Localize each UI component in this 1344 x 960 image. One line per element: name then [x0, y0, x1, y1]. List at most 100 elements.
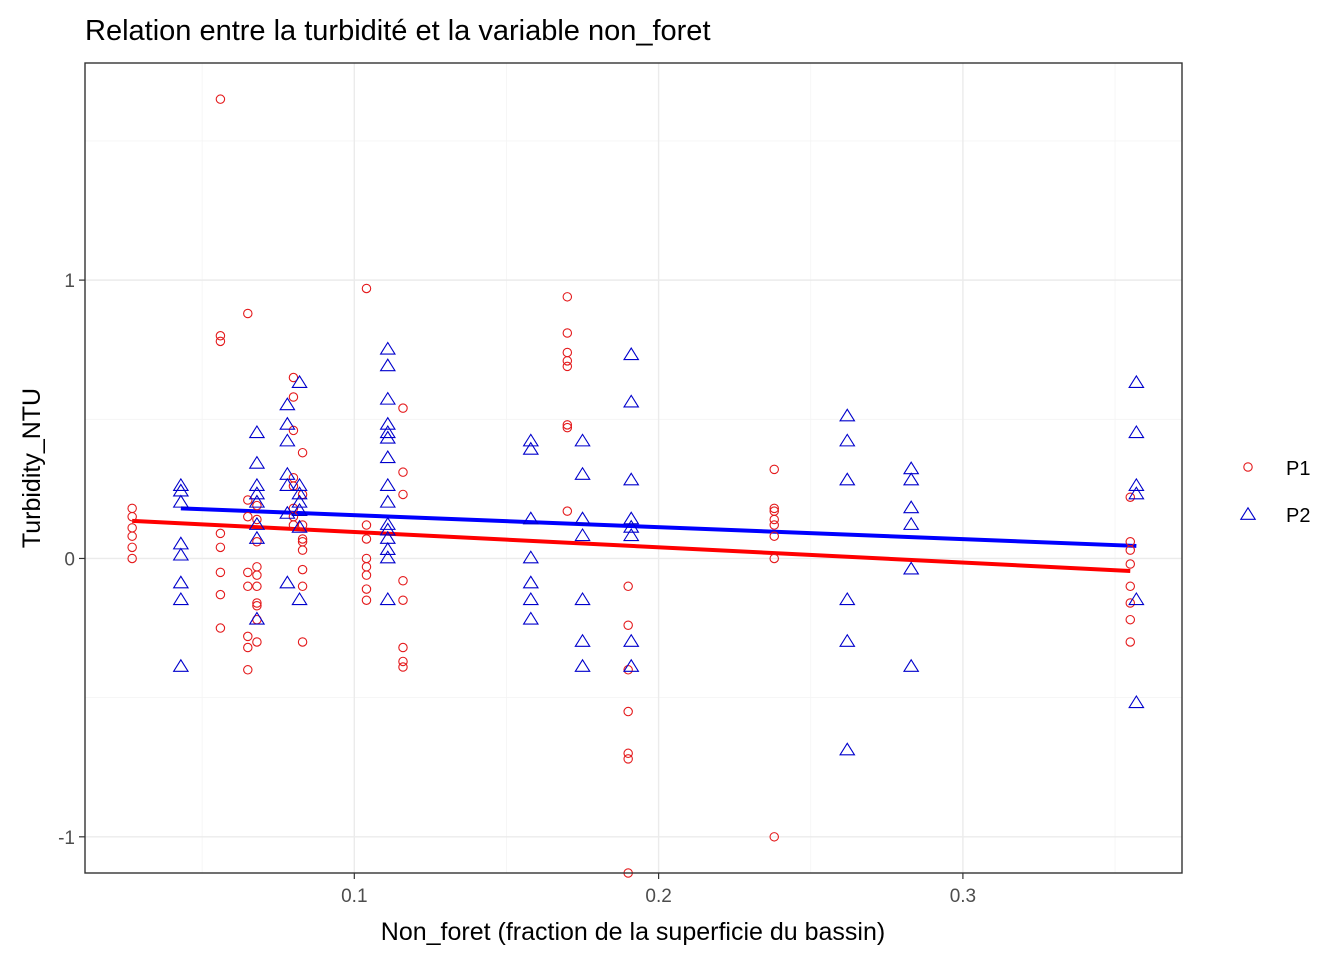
point-p2	[574, 633, 591, 647]
point-p2	[248, 486, 266, 500]
point-p1	[623, 581, 633, 592]
point-p1	[127, 553, 137, 564]
point-p1	[1125, 614, 1136, 625]
point-p2	[291, 374, 308, 388]
point-p1	[252, 514, 262, 525]
point-p2	[839, 742, 856, 756]
point-p2	[172, 658, 190, 672]
point-p2	[279, 477, 296, 491]
point-p1	[127, 531, 137, 541]
point-p2	[902, 500, 920, 514]
point-p1	[623, 620, 633, 631]
point-p2	[623, 519, 640, 533]
data-points	[127, 94, 1145, 878]
point-p1	[252, 570, 262, 580]
point-p2	[623, 633, 640, 647]
point-p2	[291, 494, 308, 508]
point-p1	[361, 595, 372, 605]
point-p1	[252, 500, 262, 511]
point-p1	[562, 420, 573, 430]
point-p1	[623, 748, 633, 759]
chart-title: Relation entre la turbidité et la variab…	[85, 15, 711, 47]
point-p1	[769, 503, 779, 514]
point-p2	[623, 472, 640, 486]
point-p1	[398, 656, 408, 667]
point-p2	[522, 591, 539, 606]
fit-line-p1	[132, 518, 1131, 573]
point-p1	[243, 642, 253, 653]
point-p1	[215, 589, 226, 600]
point-p1	[252, 637, 262, 647]
point-p1	[361, 283, 372, 294]
point-p1	[297, 637, 308, 647]
point-p2	[379, 358, 396, 372]
legend-key-p1	[1243, 462, 1253, 472]
point-p1	[562, 356, 573, 366]
point-p2	[522, 511, 539, 525]
fit-line-p2	[180, 506, 1137, 548]
point-p2	[574, 511, 591, 525]
point-p1	[243, 511, 253, 522]
point-p2	[248, 494, 266, 508]
point-p2	[248, 477, 266, 491]
point-p1	[623, 754, 633, 764]
point-p2	[574, 433, 591, 447]
point-p1	[1125, 598, 1136, 608]
point-p1	[623, 706, 633, 717]
point-p2	[379, 430, 396, 444]
point-p1	[215, 336, 226, 347]
point-p1	[361, 570, 372, 580]
point-p2	[248, 516, 266, 530]
point-p2	[574, 527, 591, 542]
point-p1	[297, 581, 308, 592]
plot-panel	[85, 63, 1182, 873]
point-p1	[398, 489, 408, 500]
point-p1	[769, 520, 779, 530]
point-p1	[1125, 581, 1136, 592]
point-p2	[172, 591, 190, 606]
point-p1	[297, 534, 308, 544]
point-p2	[248, 611, 266, 625]
point-p1	[215, 528, 226, 539]
point-p1	[297, 520, 308, 530]
point-p1	[215, 331, 226, 341]
point-p2	[839, 408, 856, 422]
point-p1	[215, 567, 226, 578]
point-p1	[243, 581, 253, 592]
point-p2	[379, 494, 396, 508]
point-p1	[297, 447, 308, 458]
point-p2	[574, 658, 591, 672]
point-p1	[562, 361, 573, 372]
point-p2	[379, 541, 396, 555]
point-p2	[379, 391, 396, 405]
point-p1	[361, 520, 372, 530]
point-p1	[127, 511, 137, 522]
point-p1	[398, 403, 408, 413]
point-p2	[574, 466, 591, 480]
point-p2	[522, 575, 539, 589]
point-p2	[623, 347, 640, 361]
point-p1	[398, 662, 408, 672]
y-tick-label: -1	[58, 828, 75, 849]
point-p2	[522, 550, 539, 564]
point-p2	[279, 397, 296, 411]
point-p1	[398, 642, 408, 653]
point-p1	[215, 623, 226, 633]
point-p1	[243, 665, 253, 675]
point-p2	[279, 505, 296, 519]
y-axis-ticks: -1 0 1	[58, 271, 85, 849]
point-p1	[215, 542, 226, 553]
point-p2	[291, 519, 308, 533]
point-p1	[1125, 545, 1136, 555]
point-p1	[215, 94, 226, 104]
point-p2	[291, 591, 308, 606]
point-p2	[379, 450, 396, 464]
point-p2	[839, 633, 856, 647]
point-p2	[379, 522, 396, 536]
point-p1	[562, 328, 573, 338]
point-p2	[379, 416, 396, 430]
legend: P1 P2	[1239, 458, 1310, 527]
point-p2	[379, 591, 396, 606]
point-p2	[902, 516, 920, 530]
point-p2	[248, 424, 266, 439]
